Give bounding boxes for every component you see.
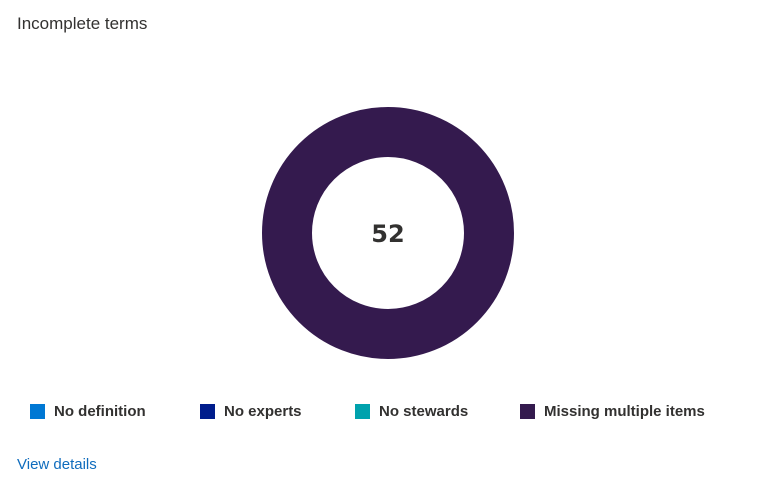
legend-swatch-missing-multiple-items: [520, 404, 535, 419]
legend-label-missing-multiple-items: Missing multiple items: [544, 403, 705, 420]
card-title: Incomplete terms: [17, 14, 148, 33]
legend-item-no-definition[interactable]: No definition: [30, 403, 200, 420]
legend-label-no-stewards: No stewards: [379, 403, 469, 420]
legend-label-no-experts: No experts: [224, 403, 302, 420]
donut-chart: 52: [262, 107, 514, 359]
legend-item-missing-multiple-items[interactable]: Missing multiple items: [520, 403, 705, 420]
legend-swatch-no-definition: [30, 404, 45, 419]
chart-legend: No definition No experts No stewards Mis…: [30, 403, 705, 420]
donut-slices: [262, 107, 514, 359]
center-total-value: 52: [371, 220, 404, 248]
legend-item-no-stewards[interactable]: No stewards: [355, 403, 520, 420]
legend-swatch-no-stewards: [355, 404, 370, 419]
legend-item-no-experts[interactable]: No experts: [200, 403, 355, 420]
legend-swatch-no-experts: [200, 404, 215, 419]
donut-slice-missing-multiple-items[interactable]: [262, 107, 514, 359]
view-details-link[interactable]: View details: [17, 456, 97, 473]
legend-label-no-definition: No definition: [54, 403, 146, 420]
